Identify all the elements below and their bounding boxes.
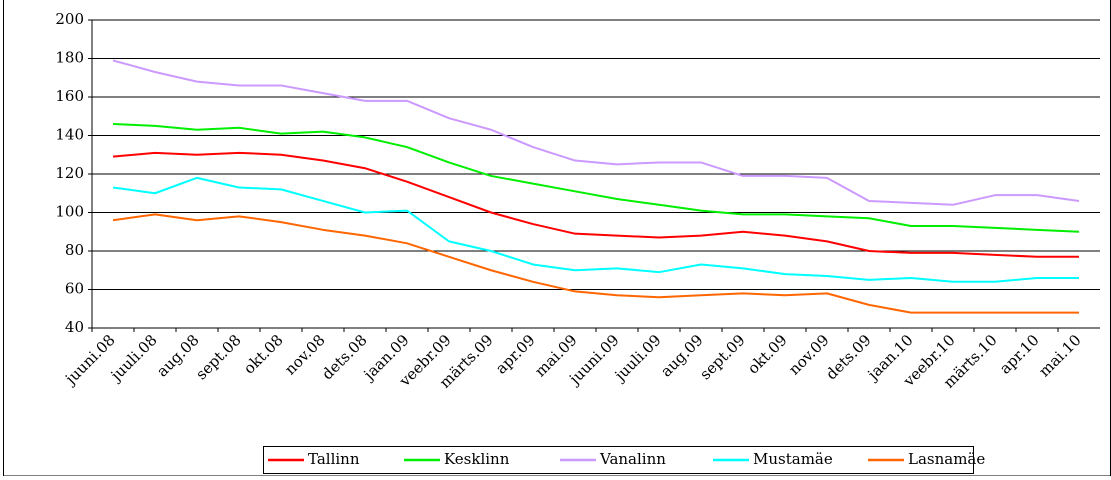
x-tick-label: sept.09 — [696, 331, 748, 383]
y-tick-label: 180 — [55, 49, 84, 67]
series-line — [112, 122, 1080, 233]
frame — [3, 0, 1111, 477]
x-tick-label: okt.09 — [744, 331, 791, 378]
legend-label: Kesklinn — [444, 450, 510, 468]
legend-label: Lasnamäe — [908, 450, 985, 468]
legend-label: Mustamäe — [753, 450, 833, 468]
y-tick-label: 40 — [65, 318, 84, 336]
x-tick-label: apr.10 — [996, 331, 1043, 378]
y-tick-label: 60 — [65, 280, 84, 298]
x-tick-label: juuni.08 — [60, 331, 118, 389]
y-tick-label: 140 — [55, 126, 84, 144]
series-line — [112, 59, 1080, 206]
y-tick-label: 100 — [55, 203, 84, 221]
x-tick-label: dets.08 — [318, 331, 370, 383]
y-tick-label: 120 — [55, 164, 84, 182]
series-line — [112, 213, 1079, 314]
y-tick-label: 160 — [55, 87, 84, 105]
series-line — [112, 176, 1079, 283]
x-tick-label: okt.08 — [240, 331, 287, 378]
y-tick-label: 80 — [65, 241, 84, 259]
x-tick-label: apr.09 — [492, 331, 539, 378]
legend — [263, 446, 974, 474]
x-tick-label: mai.10 — [1035, 331, 1084, 380]
series-line — [112, 151, 1079, 258]
legend-label: Tallinn — [308, 450, 360, 468]
x-tick-label: sept.08 — [192, 331, 244, 383]
y-tick-label: 200 — [55, 10, 84, 28]
x-tick-label: dets.09 — [822, 331, 874, 383]
legend-label: Vanalinn — [599, 450, 666, 468]
